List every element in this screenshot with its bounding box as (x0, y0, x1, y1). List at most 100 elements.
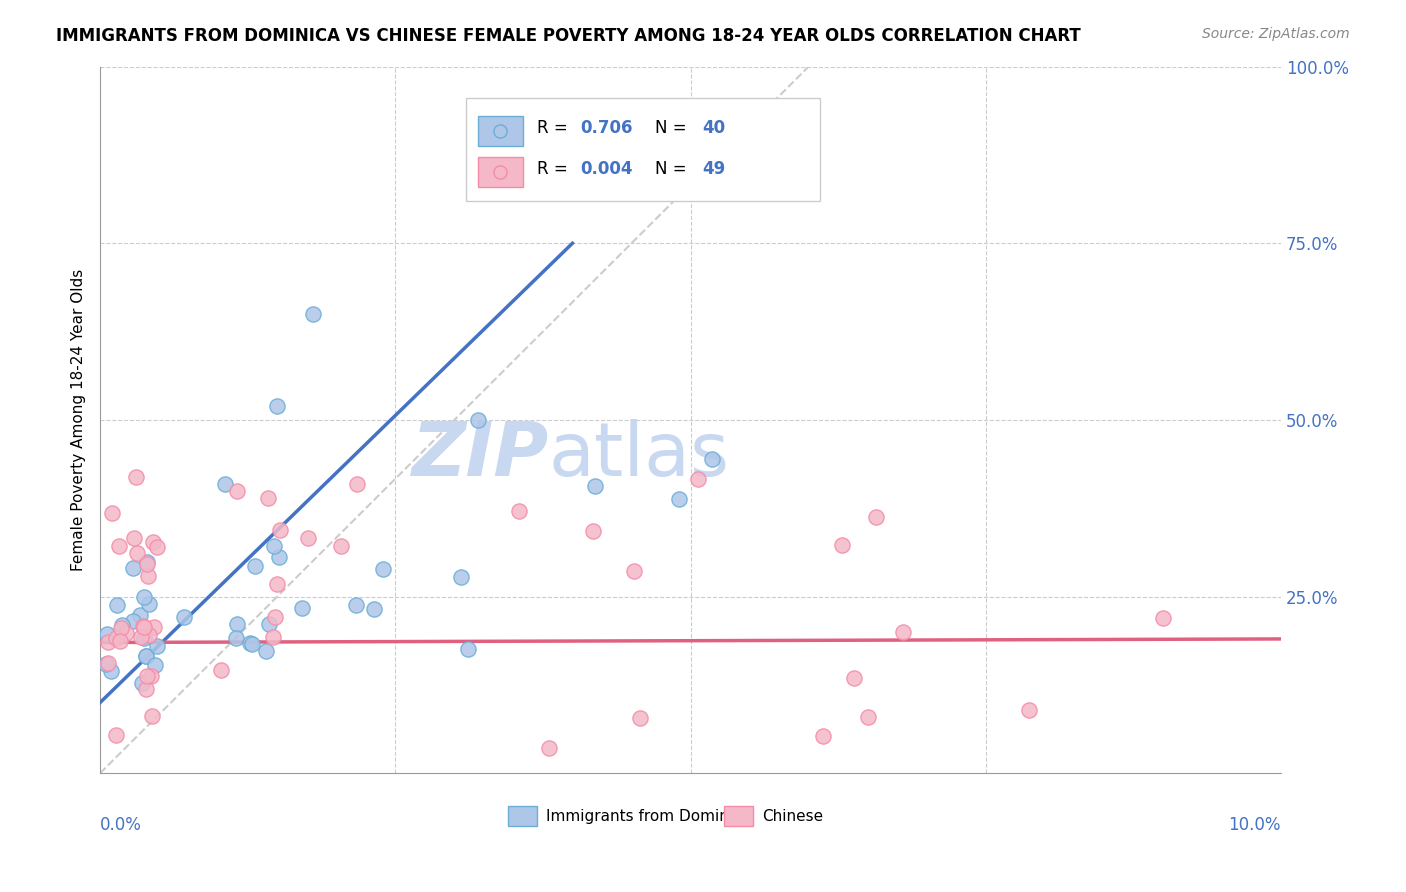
Point (209, 664, 232, 678)
Point (226, 616, 249, 631)
Point (811, 729, 834, 743)
Text: IMMIGRANTS FROM DOMINICA VS CHINESE FEMALE POVERTY AMONG 18-24 YEAR OLDS CORRELA: IMMIGRANTS FROM DOMINICA VS CHINESE FEMA… (56, 27, 1081, 45)
Text: R =: R = (537, 119, 574, 137)
Point (363, 602, 385, 616)
Point (97, 634, 120, 648)
Text: atlas: atlas (548, 418, 730, 491)
Point (264, 610, 287, 624)
Point (537, 741, 560, 756)
Point (145, 540, 167, 554)
Point (844, 671, 866, 685)
Point (96, 657, 118, 671)
Point (142, 534, 165, 549)
Point (450, 570, 472, 584)
Point (115, 626, 138, 640)
Point (245, 558, 267, 573)
Point (128, 608, 150, 623)
Point (104, 728, 127, 742)
Point (508, 504, 530, 518)
Point (138, 597, 160, 611)
Point (891, 624, 914, 639)
Point (266, 399, 288, 413)
Point (107, 539, 129, 553)
Point (96, 626, 118, 640)
Point (583, 479, 606, 493)
Point (865, 509, 887, 524)
FancyBboxPatch shape (478, 116, 523, 145)
Point (97, 656, 120, 670)
Point (263, 539, 285, 553)
Point (135, 648, 157, 663)
Point (132, 590, 155, 604)
Point (1152, 611, 1174, 625)
Point (173, 610, 195, 624)
Point (373, 561, 395, 575)
Point (700, 451, 723, 466)
Point (856, 709, 879, 723)
Text: ZIP: ZIP (412, 418, 548, 491)
Point (467, 413, 489, 427)
Text: Chinese: Chinese (762, 810, 824, 824)
Point (457, 642, 479, 657)
Point (136, 669, 159, 683)
Point (291, 601, 314, 615)
Point (138, 628, 160, 642)
Point (141, 669, 163, 683)
Point (257, 616, 280, 631)
Point (145, 639, 167, 653)
Point (214, 477, 236, 491)
Point (110, 618, 132, 632)
Point (134, 631, 156, 645)
Point (582, 524, 605, 538)
Point (240, 637, 263, 651)
Point (135, 649, 157, 664)
Text: R =: R = (537, 160, 574, 178)
Text: Immigrants from Dominica: Immigrants from Dominica (547, 810, 751, 824)
Point (129, 631, 152, 645)
Point (297, 531, 319, 545)
Point (134, 620, 156, 634)
Point (330, 539, 353, 553)
Text: Source: ZipAtlas.com: Source: ZipAtlas.com (1202, 27, 1350, 41)
Y-axis label: Female Poverty Among 18-24 Year Olds: Female Poverty Among 18-24 Year Olds (72, 268, 86, 571)
Point (125, 470, 148, 484)
Text: 40: 40 (703, 119, 725, 137)
Text: 10.0%: 10.0% (1229, 815, 1281, 834)
Point (110, 622, 132, 636)
Point (628, 711, 651, 725)
FancyBboxPatch shape (508, 806, 537, 826)
Point (105, 599, 128, 613)
Point (269, 524, 291, 538)
Point (226, 483, 249, 498)
Point (136, 557, 159, 571)
Point (121, 561, 143, 575)
Point (346, 476, 368, 491)
Point (668, 491, 690, 506)
Point (623, 565, 645, 579)
Point (143, 658, 166, 673)
Point (239, 636, 262, 650)
Point (267, 549, 290, 564)
FancyBboxPatch shape (478, 157, 523, 186)
Point (266, 577, 288, 591)
Text: 49: 49 (703, 160, 725, 178)
Point (688, 472, 710, 486)
Point (257, 491, 280, 506)
Point (225, 631, 247, 645)
Point (108, 634, 131, 648)
Point (1018, 703, 1040, 717)
Text: 0.706: 0.706 (581, 119, 633, 137)
Point (105, 631, 128, 645)
Point (142, 620, 165, 634)
Point (136, 555, 159, 569)
Point (122, 531, 145, 545)
Text: 0.004: 0.004 (581, 160, 633, 178)
Point (131, 675, 153, 690)
Point (344, 598, 367, 612)
Point (135, 681, 157, 696)
Text: 0.0%: 0.0% (100, 815, 142, 834)
Text: N =: N = (655, 160, 692, 178)
Point (262, 631, 284, 645)
FancyBboxPatch shape (467, 98, 821, 201)
Point (301, 307, 323, 321)
